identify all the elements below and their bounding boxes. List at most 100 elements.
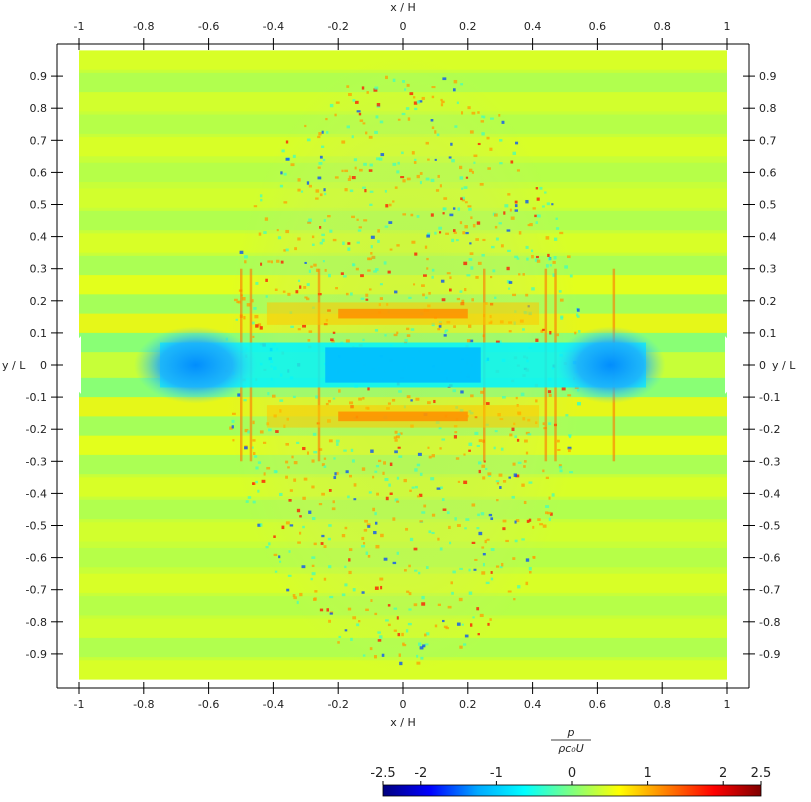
speckle bbox=[512, 293, 517, 297]
speckle bbox=[477, 633, 480, 636]
speckle bbox=[321, 463, 325, 467]
speckle bbox=[317, 176, 322, 180]
speckle bbox=[493, 446, 496, 450]
speckle bbox=[442, 207, 447, 211]
speckle bbox=[529, 223, 533, 227]
speckle bbox=[253, 205, 258, 208]
speckle bbox=[394, 498, 399, 502]
speckle bbox=[385, 496, 389, 501]
speckle bbox=[365, 293, 369, 297]
speckle bbox=[376, 102, 381, 107]
speckle bbox=[352, 99, 356, 102]
speckle bbox=[322, 260, 325, 263]
speckle bbox=[323, 545, 327, 549]
speckle bbox=[517, 585, 521, 589]
speckle bbox=[547, 511, 552, 515]
speckle bbox=[446, 511, 450, 515]
speckle bbox=[261, 479, 266, 483]
colorbar-label-numerator: p bbox=[567, 726, 575, 739]
speckle bbox=[363, 528, 368, 532]
speckle bbox=[380, 153, 385, 157]
speckle bbox=[406, 395, 411, 399]
speckle bbox=[471, 111, 476, 115]
speckle bbox=[521, 483, 525, 487]
speckle bbox=[367, 387, 370, 391]
speckle bbox=[348, 175, 351, 179]
speckle bbox=[392, 78, 396, 82]
speckle bbox=[549, 330, 552, 335]
speckle bbox=[463, 261, 468, 266]
speckle bbox=[289, 524, 294, 527]
speckle bbox=[276, 259, 280, 263]
speckle bbox=[490, 571, 493, 574]
speckle bbox=[531, 287, 535, 291]
speckle bbox=[528, 481, 533, 484]
speckle bbox=[561, 387, 566, 391]
speckle bbox=[279, 560, 282, 563]
speckle bbox=[408, 296, 412, 299]
speckle bbox=[416, 495, 421, 498]
speckle bbox=[359, 119, 364, 122]
speckle bbox=[434, 624, 438, 628]
speckle bbox=[469, 242, 472, 245]
speckle bbox=[279, 184, 284, 188]
x-tick-label-top: -0.4 bbox=[263, 20, 284, 33]
speckle bbox=[556, 333, 560, 337]
speckle bbox=[317, 135, 321, 139]
speckle bbox=[387, 270, 391, 274]
speckle bbox=[549, 264, 552, 267]
speckle bbox=[462, 231, 466, 235]
speckle bbox=[457, 480, 461, 483]
speckle bbox=[384, 189, 387, 193]
speckle bbox=[567, 446, 572, 450]
speckle bbox=[311, 459, 315, 463]
speckle bbox=[499, 566, 503, 569]
speckle bbox=[288, 499, 292, 502]
speckle bbox=[366, 523, 371, 527]
speckle bbox=[506, 229, 511, 232]
speckle bbox=[464, 287, 467, 292]
speckle bbox=[464, 201, 468, 204]
speckle bbox=[515, 474, 520, 478]
speckle bbox=[336, 442, 339, 446]
speckle bbox=[458, 597, 463, 602]
speckle bbox=[468, 168, 473, 173]
speckle bbox=[388, 203, 392, 207]
speckle bbox=[280, 260, 284, 264]
speckle bbox=[371, 255, 376, 259]
speckle bbox=[459, 290, 463, 293]
speckle bbox=[431, 126, 435, 130]
speckle bbox=[374, 328, 379, 332]
speckle bbox=[335, 287, 338, 290]
speckle bbox=[461, 198, 465, 202]
speckle bbox=[502, 396, 506, 399]
speckle bbox=[510, 160, 514, 164]
speckle bbox=[514, 204, 518, 208]
speckle bbox=[292, 395, 296, 399]
speckle bbox=[452, 389, 457, 393]
speckle bbox=[255, 281, 259, 285]
speckle bbox=[542, 422, 545, 426]
speckle bbox=[335, 439, 340, 443]
speckle bbox=[438, 325, 442, 328]
speckle bbox=[578, 330, 581, 333]
y-tick-label-right: 0.3 bbox=[759, 263, 777, 276]
speckle bbox=[393, 333, 398, 337]
speckle bbox=[385, 619, 389, 622]
speckle bbox=[476, 527, 480, 530]
speckle bbox=[525, 581, 529, 586]
speckle bbox=[304, 261, 307, 264]
speckle bbox=[297, 237, 301, 241]
speckle bbox=[431, 454, 435, 458]
speckle bbox=[397, 118, 401, 121]
speckle bbox=[411, 240, 416, 244]
y-tick-label-right: 0.6 bbox=[759, 166, 777, 179]
x-tick-label-top: 1 bbox=[724, 20, 731, 33]
speckle bbox=[405, 629, 409, 633]
speckle bbox=[424, 245, 428, 249]
speckle bbox=[427, 158, 430, 161]
speckle bbox=[321, 238, 325, 242]
speckle bbox=[374, 86, 379, 90]
speckle bbox=[376, 492, 379, 496]
speckle bbox=[418, 642, 422, 646]
